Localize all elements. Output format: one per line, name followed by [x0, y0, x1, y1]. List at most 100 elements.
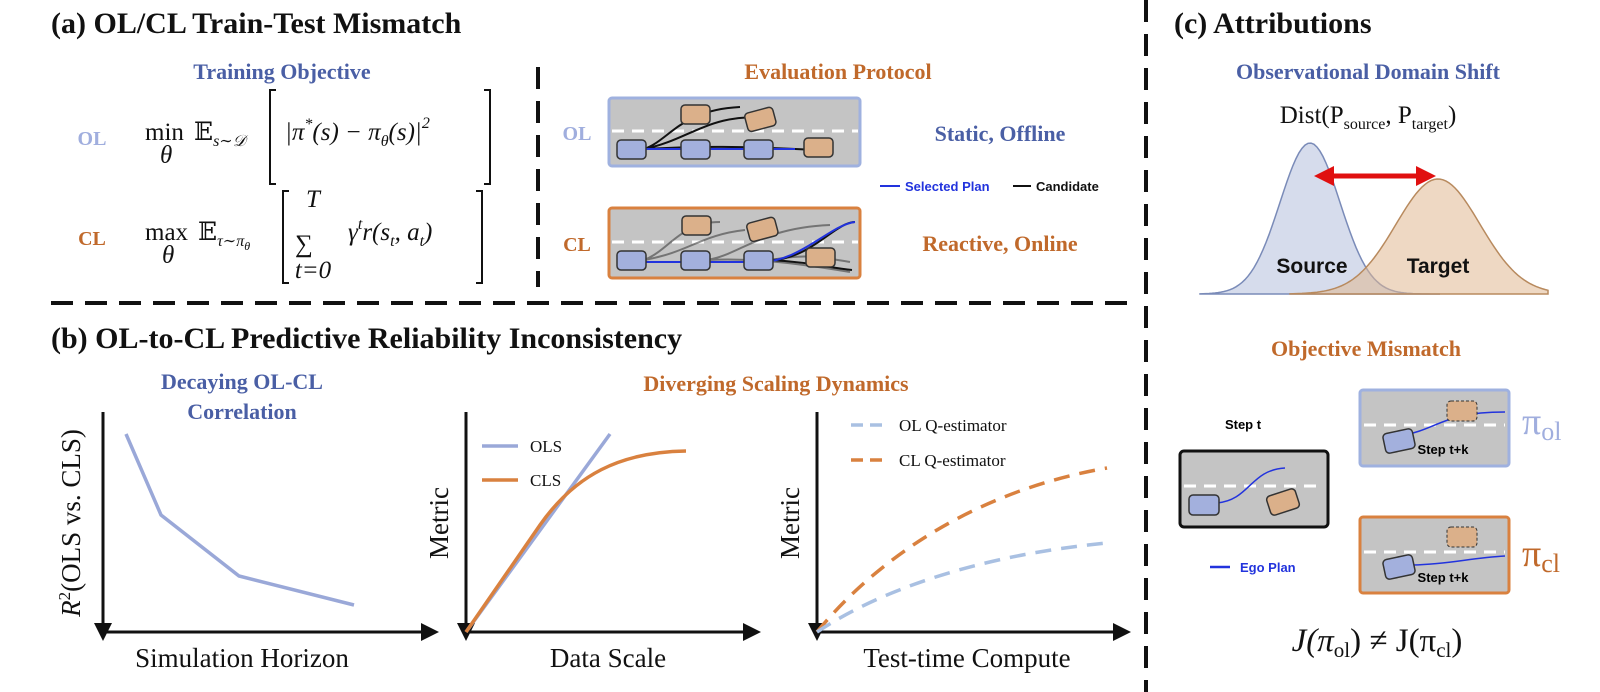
- cl-curve: [815, 466, 1108, 634]
- math-part: 𝔼: [194, 119, 213, 146]
- math-part: cl: [1436, 638, 1451, 662]
- protocol-desc: Static, Offline: [935, 121, 1066, 146]
- math-part: π: [1522, 533, 1541, 575]
- policy-symbol: πol: [1522, 401, 1561, 446]
- ego-plan: [1216, 467, 1286, 504]
- trend-line: [124, 433, 355, 607]
- car: [803, 137, 834, 158]
- math-part: s∼𝒟: [213, 133, 249, 150]
- car: [1446, 526, 1478, 548]
- math-text: ∑: [295, 231, 313, 258]
- step-label: Step t+k: [1418, 442, 1470, 457]
- math-part: Dist(P: [1280, 102, 1344, 129]
- math-part: target: [1412, 116, 1449, 133]
- ego-car: [1382, 554, 1416, 580]
- math-part: *: [304, 116, 312, 133]
- math-part: , P: [1385, 102, 1411, 129]
- ego-car: [1382, 428, 1416, 454]
- heading: Training Objective: [193, 59, 371, 84]
- legend-label: OL Q-estimator: [899, 416, 1007, 435]
- heading: Decaying OL-CL: [161, 369, 323, 394]
- heading: Diverging Scaling Dynamics: [643, 371, 909, 396]
- cl-step-scene: [1358, 515, 1511, 595]
- distributions: [1199, 142, 1549, 295]
- math-part: ) ≠ J(π: [1350, 623, 1436, 659]
- math-part: θ: [244, 239, 250, 253]
- math-text: 𝔼s∼𝒟: [194, 119, 249, 150]
- math-text: θ: [160, 142, 172, 169]
- ol-curve: [816, 541, 1108, 634]
- math-text: |π*(s) − πθ(s)|2: [285, 115, 430, 150]
- math-part: source: [1344, 116, 1386, 133]
- math-part: t: [390, 233, 395, 250]
- math-part: r(s: [362, 219, 390, 246]
- policy-symbol: πcl: [1522, 533, 1560, 578]
- panel-title: (c) Attributions: [1174, 7, 1372, 40]
- math-part: t: [358, 216, 363, 233]
- math-part: τ∼π: [217, 233, 245, 250]
- bracket: [269, 89, 491, 185]
- row-label: OL: [78, 128, 107, 150]
- ego-car: [616, 139, 647, 160]
- math-text: 𝔼τ∼πθ: [198, 219, 250, 253]
- math-part: cl: [1541, 549, 1560, 578]
- cl-scene: [607, 206, 862, 280]
- math-text: min: [145, 119, 184, 146]
- math-part: (s) − π: [312, 119, 382, 146]
- legend-label: CL Q-estimator: [899, 451, 1006, 470]
- axes: [466, 412, 752, 632]
- math-part: t: [420, 233, 425, 250]
- legend-label: CLS: [530, 471, 561, 490]
- dist-label: Source: [1276, 255, 1347, 278]
- math-part: (OLS vs. CLS): [56, 429, 86, 592]
- panel-title: (b) OL-to-CL Predictive Reliability Inco…: [51, 322, 682, 355]
- heading: Evaluation Protocol: [744, 59, 931, 84]
- separators: [51, 0, 1148, 692]
- legend-label: OLS: [530, 437, 562, 456]
- dist-formula: Dist(Psource, Ptarget): [1280, 102, 1457, 133]
- dist-label: Target: [1407, 255, 1470, 278]
- math-part: ol: [1541, 417, 1561, 446]
- car: [744, 106, 777, 133]
- math-part: ol: [1334, 638, 1351, 662]
- math-text: max: [145, 219, 189, 246]
- math-part: ): [422, 219, 432, 246]
- y-axis-label: Metric: [424, 487, 454, 559]
- math-part: ): [1448, 102, 1456, 129]
- heading: Observational Domain Shift: [1236, 59, 1501, 84]
- math-part: ): [1451, 623, 1462, 659]
- math-part: γ: [348, 219, 359, 246]
- math-text: t=0: [295, 257, 332, 284]
- legend-label: Candidate: [1036, 179, 1099, 194]
- ego-car: [616, 250, 647, 271]
- y-axis-label: R2(OLS vs. CLS): [55, 429, 86, 618]
- heading: Correlation: [187, 399, 297, 424]
- car: [746, 216, 779, 243]
- row-label: CL: [78, 228, 106, 250]
- ego-car: [680, 139, 711, 160]
- car: [680, 104, 711, 125]
- car: [681, 215, 712, 236]
- scene-legend: Selected Plan Candidate: [880, 179, 1099, 194]
- ol-scene: [607, 96, 862, 168]
- math-part: , a: [395, 219, 420, 246]
- cls-line: [464, 449, 687, 633]
- ol-step-scene: [1358, 388, 1511, 468]
- x-axis-label: Simulation Horizon: [135, 643, 349, 673]
- car: [1446, 400, 1478, 422]
- test-time-sketch: [817, 412, 1122, 632]
- math-part: π: [1522, 401, 1541, 443]
- x-axis-label: Test-time Compute: [863, 643, 1070, 673]
- y-axis-label: Metric: [775, 487, 805, 559]
- data-scale-sketch: [466, 412, 752, 632]
- objective-formula: J(πol) ≠ J(πcl): [1292, 623, 1463, 662]
- bracket: [282, 190, 483, 284]
- ego-car: [1188, 494, 1220, 516]
- math-part: |π: [285, 119, 306, 146]
- x-axis-label: Data Scale: [550, 643, 666, 673]
- car: [1265, 488, 1301, 516]
- step-label: Step t+k: [1418, 570, 1470, 585]
- step-t-scene: [1178, 449, 1330, 529]
- heading: Objective Mismatch: [1271, 336, 1461, 361]
